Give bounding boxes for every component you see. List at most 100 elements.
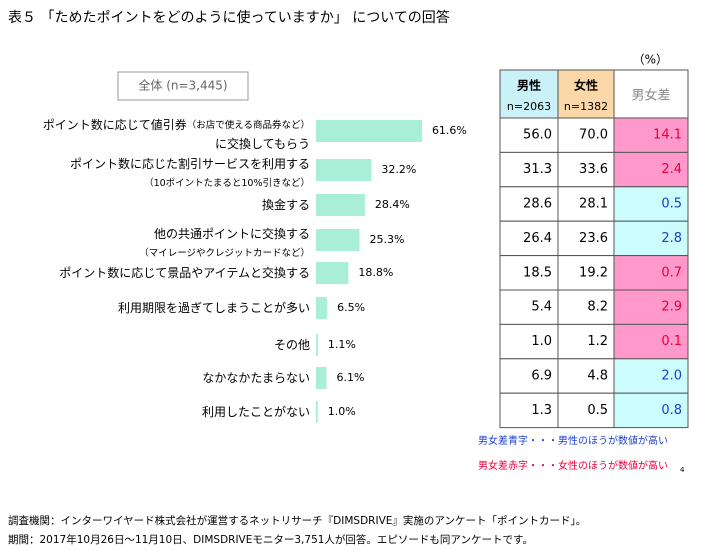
table-value: 2.9 <box>661 300 682 315</box>
bar <box>316 159 372 181</box>
table-value: 2.0 <box>661 369 682 384</box>
value-label: 1.0% <box>328 405 356 418</box>
value-label: 32.2% <box>381 163 416 176</box>
table-cell <box>613 289 689 325</box>
table-cell <box>557 289 615 325</box>
table-cell <box>499 255 559 291</box>
table-cell <box>557 255 615 291</box>
table-cell <box>613 392 689 429</box>
table-value: 14.1 <box>653 128 682 143</box>
title: 表５ 「ためたポイントをどのように使っていますか」 についての回答 <box>8 9 450 26</box>
header-cell <box>499 69 559 119</box>
category-label-part: ポイント数に応じて値引券 <box>43 117 187 132</box>
table-value: 1.2 <box>587 334 608 349</box>
table-value: 0.5 <box>587 403 608 418</box>
category-label-part: （マイレージやクレジットカードなど） <box>139 247 310 259</box>
category-label-part: なかなかたまらない <box>202 371 310 385</box>
bar <box>316 262 349 284</box>
category-label: 他の共通ポイントに交換する <box>154 226 310 241</box>
table-value: 4.8 <box>587 369 608 384</box>
table-cell <box>613 255 689 291</box>
table-value: 56.0 <box>523 128 552 143</box>
bar <box>316 120 422 142</box>
table-cell <box>557 358 615 394</box>
table-value: 28.1 <box>579 197 608 212</box>
header-label: 女性 <box>574 78 598 93</box>
value-label: 6.1% <box>336 371 364 384</box>
table-value: 23.6 <box>579 231 608 246</box>
page-number: 4 <box>680 466 685 474</box>
value-label: 61.6% <box>432 124 467 137</box>
bar <box>316 229 360 251</box>
table-cell <box>499 323 559 360</box>
table-cell <box>613 220 689 257</box>
bar <box>316 401 318 423</box>
category-label: （10ポイントたまると10%引きなど） <box>144 177 310 189</box>
value-label: 6.5% <box>337 301 365 314</box>
table-value: 19.2 <box>579 265 608 280</box>
category-label-part: 利用期限を過ぎてしまうことが多い <box>118 300 310 315</box>
overall-label: 全体 (n=3,445) <box>138 78 227 93</box>
table-value: 26.4 <box>523 231 552 246</box>
category-label: 換金する <box>262 197 310 212</box>
header-n: n=1382 <box>564 100 608 113</box>
footer-text: 調査機関：インターワイヤード株式会社が運営するネットリサーチ『DIMSDRIVE… <box>8 514 586 527</box>
bar <box>316 367 327 389</box>
value-label: 1.1% <box>328 338 356 351</box>
value-label: 25.3% <box>370 233 405 246</box>
category-label-part: （10ポイントたまると10%引きなど） <box>144 177 310 189</box>
table-value: 2.8 <box>661 231 682 246</box>
header-label: 男女差 <box>631 88 670 104</box>
table-value: 8.2 <box>587 300 608 315</box>
table-value: 0.8 <box>661 403 682 418</box>
category-label: ポイント数に応じた割引サービスを利用する <box>70 156 310 171</box>
category-label: ポイント数に応じて値引券（お店で使える商品券など） <box>43 117 310 132</box>
category-label: ポイント数に応じて景品やアイテムと交換する <box>59 265 310 280</box>
table-value: 1.0 <box>531 334 552 349</box>
table-cell <box>499 220 559 257</box>
footer-text: 期間：2017年10月26日～11月10日、DIMSDRIVEモニター3,751… <box>8 533 533 546</box>
legend-text: 男女差青字・・・男性のほうが数値が高い <box>478 434 668 447</box>
table-value: 5.4 <box>531 300 552 315</box>
category-label-part: 換金する <box>262 197 310 212</box>
table-value: 2.4 <box>661 162 682 177</box>
category-label: なかなかたまらない <box>202 371 310 385</box>
value-label: 18.8% <box>358 266 393 279</box>
category-label-part: 他の共通ポイントに交換する <box>154 226 310 241</box>
table-cell <box>499 392 559 429</box>
table-value: 1.3 <box>531 403 552 418</box>
table-value: 6.9 <box>531 369 552 384</box>
table-value: 0.5 <box>661 197 682 212</box>
category-label: その他 <box>274 338 310 352</box>
header-label: 男性 <box>517 78 541 93</box>
category-label-part: その他 <box>274 338 310 352</box>
table-cell <box>613 358 689 394</box>
table-value: 18.5 <box>523 265 552 280</box>
table-value: 0.7 <box>661 265 682 280</box>
overall-box <box>117 71 249 101</box>
table-cell <box>499 151 559 188</box>
table-value: 28.6 <box>523 197 552 212</box>
table-cell <box>557 186 615 222</box>
category-label-part: ポイント数に応じた割引サービスを利用する <box>70 156 310 171</box>
table-cell <box>613 151 689 188</box>
bar <box>316 297 328 319</box>
category-label: 利用したことがない <box>202 404 310 419</box>
bar <box>316 194 365 216</box>
category-label: に交換してもらう <box>215 136 310 151</box>
category-label: （マイレージやクレジットカードなど） <box>139 247 310 259</box>
category-label: 利用期限を過ぎてしまうことが多い <box>118 300 310 315</box>
value-label: 28.4% <box>375 198 410 211</box>
header-cell <box>613 69 689 119</box>
header-n: n=2063 <box>507 100 551 113</box>
table-value: 0.1 <box>661 334 682 349</box>
category-label-part: に交換してもらう <box>215 136 310 151</box>
table-value: 70.0 <box>579 128 608 143</box>
table-cell <box>557 117 615 153</box>
bar <box>316 334 318 356</box>
table-cell <box>499 289 559 325</box>
category-label-part: ポイント数に応じて景品やアイテムと交換する <box>59 265 310 280</box>
table-value: 31.3 <box>523 162 552 177</box>
category-label-part: （お店で使える商品券など） <box>187 119 310 131</box>
